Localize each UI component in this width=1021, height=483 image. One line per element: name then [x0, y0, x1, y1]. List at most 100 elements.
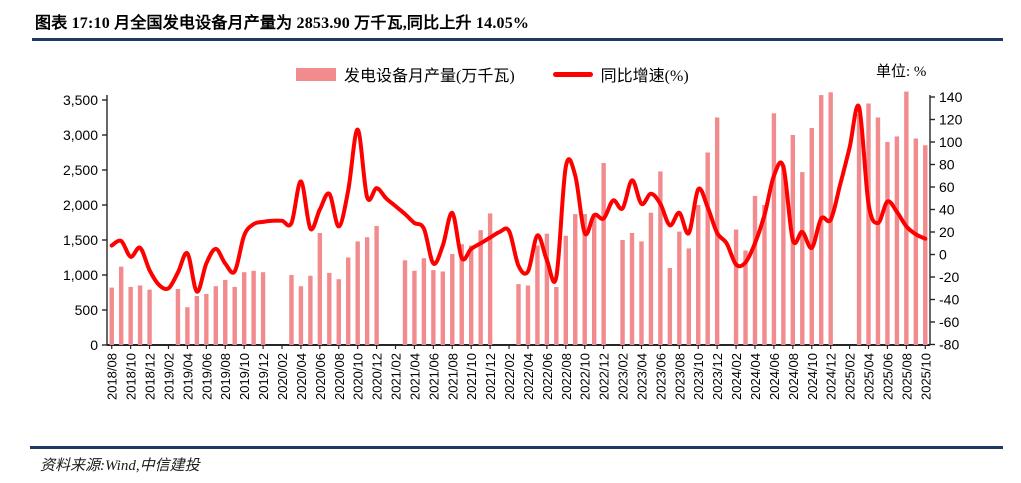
bar [450, 254, 455, 345]
bar [875, 117, 881, 345]
bar [800, 172, 805, 345]
svg-text:100: 100 [939, 134, 963, 150]
svg-text:2020/08: 2020/08 [332, 353, 347, 400]
svg-text:-40: -40 [939, 292, 959, 308]
bar [582, 214, 587, 345]
chart-legend: 发电设备月产量(万千瓦) 同比增速(%) [296, 62, 689, 86]
bar-series [109, 91, 928, 345]
source-note: 资料来源:Wind,中信建投 [40, 458, 200, 474]
bar [677, 231, 682, 345]
bar [781, 165, 786, 345]
bar [440, 271, 446, 345]
svg-text:2023/12: 2023/12 [710, 353, 725, 400]
bar [469, 245, 474, 345]
svg-text:2024/08: 2024/08 [786, 353, 801, 400]
svg-text:2023/02: 2023/02 [616, 353, 631, 400]
svg-text:2024/06: 2024/06 [767, 353, 782, 400]
bar [544, 233, 550, 345]
svg-text:3,500: 3,500 [63, 92, 98, 108]
svg-text:2022/04: 2022/04 [521, 353, 536, 400]
bar [809, 128, 814, 345]
svg-text:2019/08: 2019/08 [218, 353, 233, 400]
bar [658, 171, 663, 345]
bar [705, 152, 710, 345]
bar [620, 240, 625, 345]
bar [923, 145, 928, 345]
y-axis-right: -80 -60 -40 -20 0 20 40 60 80 100 120 140 [930, 89, 963, 353]
bar [601, 163, 606, 345]
bar [667, 268, 673, 345]
svg-text:-60: -60 [939, 314, 959, 330]
bar [733, 229, 739, 345]
line-series-label: 同比增速(%) [600, 68, 689, 85]
bar [573, 214, 578, 345]
svg-text:2021/06: 2021/06 [426, 353, 441, 400]
bar [185, 307, 190, 345]
svg-text:2024/04: 2024/04 [748, 353, 763, 400]
bar [563, 235, 568, 345]
bar [128, 286, 133, 345]
bar [686, 248, 691, 345]
unit-label: 单位: % [876, 64, 927, 80]
svg-text:2,500: 2,500 [63, 162, 98, 178]
bar [364, 237, 370, 345]
bar [223, 279, 228, 345]
svg-text:60: 60 [939, 179, 955, 195]
svg-text:2022/02: 2022/02 [502, 353, 517, 400]
bar [885, 142, 890, 345]
line-series-swatch-icon [552, 71, 593, 77]
bar [308, 275, 313, 345]
bar [913, 138, 919, 345]
svg-text:2025/06: 2025/06 [880, 353, 895, 400]
growth-line [109, 103, 928, 294]
bar [762, 205, 767, 345]
bar [421, 258, 427, 345]
svg-text:2019/10: 2019/10 [237, 353, 252, 400]
svg-text:2023/04: 2023/04 [634, 353, 649, 400]
svg-text:2024/10: 2024/10 [805, 353, 820, 400]
svg-text:-80: -80 [939, 337, 959, 353]
bar [109, 287, 114, 345]
svg-text:2025/04: 2025/04 [862, 353, 877, 400]
bar [298, 286, 304, 345]
bar [894, 136, 900, 345]
bar [232, 286, 237, 345]
svg-text:1,000: 1,000 [63, 267, 98, 283]
svg-text:40: 40 [939, 202, 955, 218]
bar [118, 266, 124, 345]
bar-series-label: 发电设备月产量(万千瓦) [344, 68, 515, 85]
svg-text:1,500: 1,500 [63, 232, 98, 248]
bar [771, 113, 777, 345]
bar [289, 275, 294, 345]
y-axis-left: 0 500 1,000 1,500 2,000 2,500 3,000 3,500 [63, 92, 107, 353]
svg-text:2024/02: 2024/02 [729, 353, 744, 400]
svg-text:2018/08: 2018/08 [105, 353, 120, 400]
bar [743, 250, 748, 345]
bar [459, 244, 464, 345]
svg-text:2023/08: 2023/08 [672, 353, 687, 400]
svg-text:2021/08: 2021/08 [445, 353, 460, 400]
title-divider [32, 38, 1003, 41]
bar [696, 205, 701, 345]
svg-text:2019/04: 2019/04 [180, 353, 195, 400]
line-series [109, 103, 928, 294]
source-divider [30, 446, 1003, 449]
svg-text:80: 80 [939, 157, 955, 173]
svg-text:2025/02: 2025/02 [843, 353, 858, 400]
svg-text:2021/10: 2021/10 [464, 353, 479, 400]
bar [317, 233, 323, 345]
bar [241, 272, 247, 345]
svg-text:2024/12: 2024/12 [824, 353, 839, 400]
bar [629, 233, 635, 345]
bar [147, 289, 152, 345]
bar [137, 285, 143, 345]
bar [402, 260, 408, 345]
svg-text:2021/02: 2021/02 [389, 353, 404, 400]
bar [431, 270, 436, 345]
bar [752, 195, 758, 345]
bar [478, 230, 483, 345]
bar [327, 272, 332, 345]
svg-text:2019/06: 2019/06 [199, 353, 214, 400]
bar [648, 212, 654, 345]
